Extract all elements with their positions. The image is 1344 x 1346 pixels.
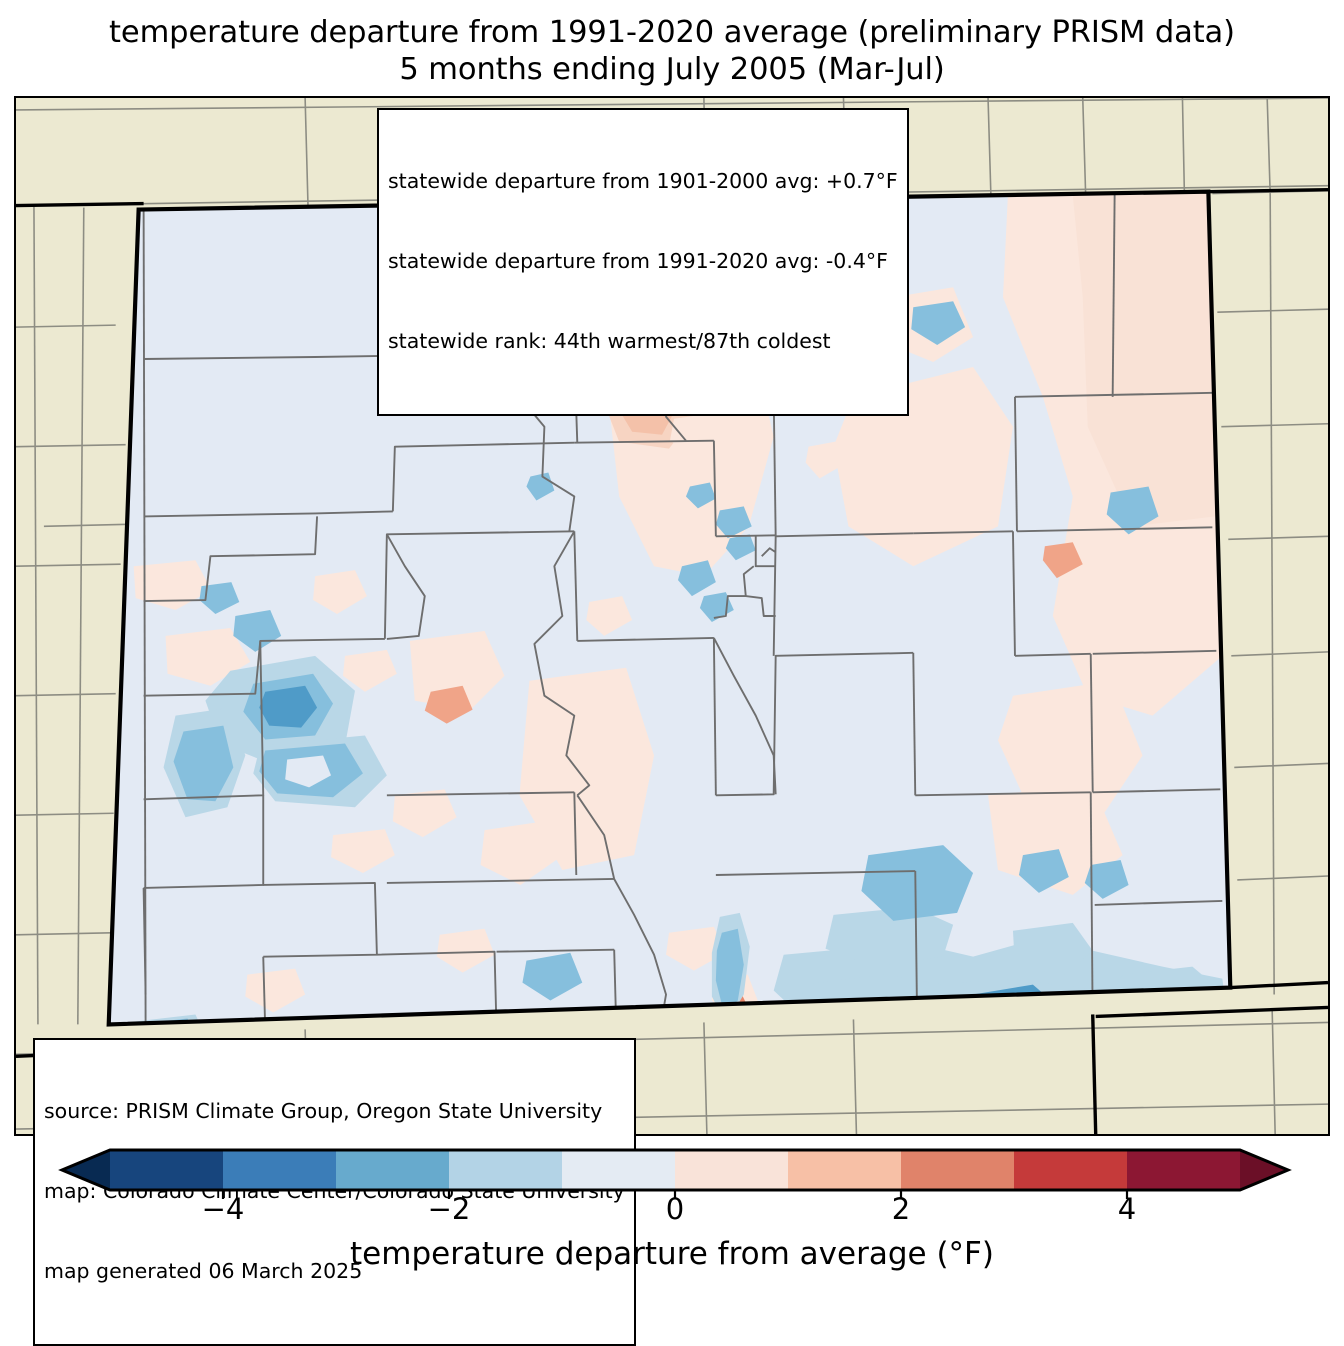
colorbar-swatches bbox=[58, 1148, 1292, 1199]
colorbar-band-8 bbox=[1014, 1150, 1128, 1190]
figure-title: temperature departure from 1991-2020 ave… bbox=[0, 14, 1344, 88]
colorbar bbox=[0, 1140, 1344, 1200]
colorbar-outline-group bbox=[58, 1148, 1292, 1199]
colorbar-tick-label: −2 bbox=[427, 1192, 471, 1226]
stats-line-2: statewide departure from 1991-2020 avg: … bbox=[388, 249, 888, 274]
colorbar-band-0 bbox=[110, 1150, 224, 1190]
statewide-stats-box: statewide departure from 1901-2000 avg: … bbox=[377, 108, 909, 417]
colorbar-band-group bbox=[62, 1150, 1288, 1190]
colorbar-band-1 bbox=[223, 1150, 337, 1190]
colorbar-tick-label: 2 bbox=[891, 1192, 911, 1226]
colorbar-band-4 bbox=[562, 1150, 676, 1190]
colorbar-band-2 bbox=[336, 1150, 450, 1190]
colorbar-band-5 bbox=[675, 1150, 789, 1190]
colorbar-band-7 bbox=[901, 1150, 1015, 1190]
climate-map-figure: temperature departure from 1991-2020 ave… bbox=[0, 14, 1344, 1346]
colorbar-under-arrow bbox=[62, 1150, 110, 1190]
colorbar-axis-label: temperature departure from average (°F) bbox=[350, 1236, 994, 1272]
colorbar-band-3 bbox=[449, 1150, 563, 1190]
neighbor-state-lines bbox=[16, 187, 1328, 1134]
stats-line-1: statewide departure from 1901-2000 avg: … bbox=[388, 169, 898, 194]
colorbar-band-6 bbox=[788, 1150, 902, 1190]
colorbar-tick-label: −4 bbox=[201, 1192, 245, 1226]
source-line-3: map generated 06 March 2025 bbox=[44, 1259, 363, 1284]
title-line-1: temperature departure from 1991-2020 ave… bbox=[109, 15, 1235, 50]
colorbar-tick-labels: −4 −2 0 2 4 bbox=[0, 1192, 1344, 1234]
title-line-2: 5 months ending July 2005 (Mar-Jul) bbox=[399, 52, 945, 88]
source-line-1: source: PRISM Climate Group, Oregon Stat… bbox=[44, 1099, 603, 1124]
colorbar-border bbox=[58, 1148, 1292, 1192]
colorbar-band-9 bbox=[1127, 1150, 1241, 1190]
colorbar-tick-label: 4 bbox=[1117, 1192, 1137, 1226]
stats-line-3: statewide rank: 44th warmest/87th coldes… bbox=[388, 329, 831, 354]
colorbar-over-arrow bbox=[1240, 1150, 1288, 1190]
colorbar-tick-label: 0 bbox=[665, 1192, 685, 1226]
